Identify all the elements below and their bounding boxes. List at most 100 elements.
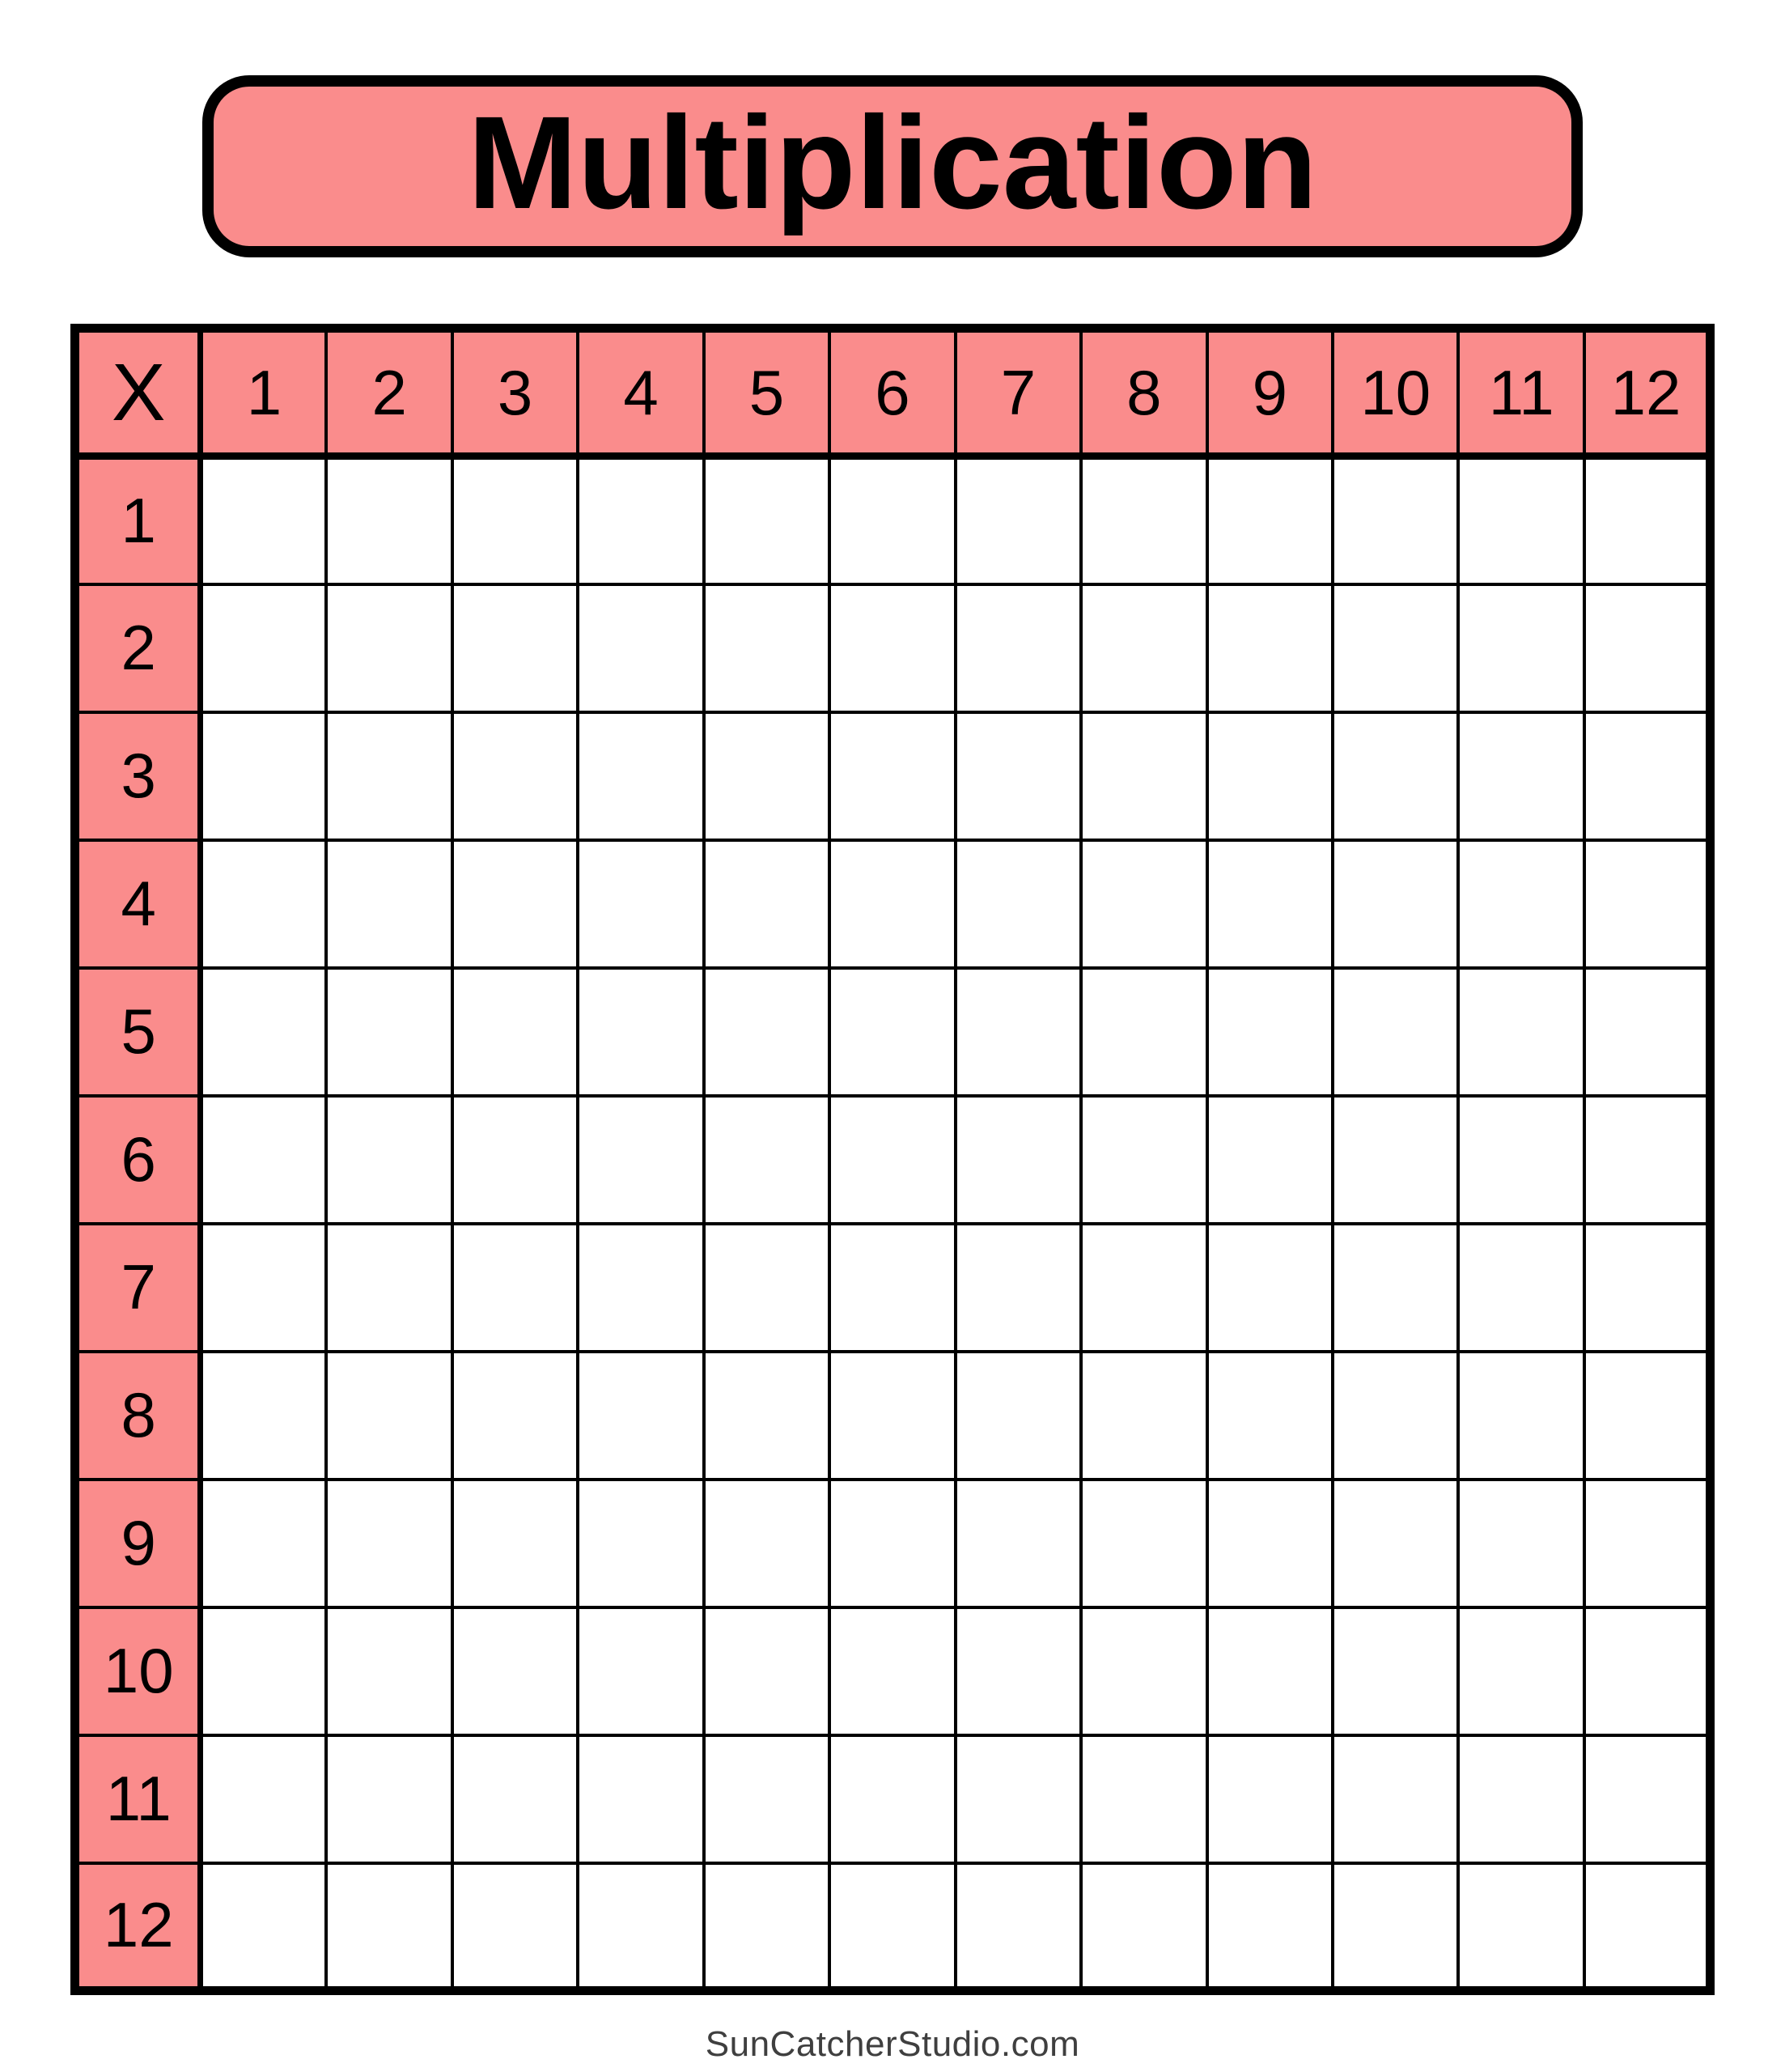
grid-cell-r12-c3 [450,1861,580,1993]
grid-cell-r6-c11 [1456,1093,1586,1225]
grid-cell-r12-c7 [953,1861,1083,1993]
table-row-1: 1 [73,454,1712,586]
grid-cell-r3-c4 [576,710,706,842]
row-header-10: 10 [73,1605,204,1737]
grid-cell-r1-c9 [1205,454,1335,586]
grid-cell-r4-c3 [450,838,580,970]
grid-cell-r9-c1 [198,1477,329,1609]
grid-cell-r8-c3 [450,1349,580,1481]
grid-cell-r4-c6 [828,838,957,970]
grid-cell-r6-c3 [450,1093,580,1225]
multiplication-grid: X 1 2 3 4 5 6 7 8 9 10 11 12 1 2 3 4 5 6 7 8 9 10 11 12 [70,324,1715,1995]
grid-cell-r7-c6 [828,1221,957,1353]
grid-cell-r10-c2 [324,1605,454,1737]
grid-cell-r11-c8 [1079,1733,1209,1865]
column-header-8: 8 [1079,326,1209,460]
grid-cell-r12-c10 [1331,1861,1461,1993]
grid-cell-r11-c10 [1331,1733,1461,1865]
grid-cell-r7-c10 [1331,1221,1461,1353]
grid-cell-r11-c12 [1582,1733,1712,1865]
grid-cell-r1-c1 [198,454,329,586]
row-header-7: 7 [73,1221,204,1353]
table-row-4: 4 [73,838,1712,970]
table-row-8: 8 [73,1349,1712,1481]
column-header-9: 9 [1205,326,1335,460]
grid-cell-r10-c1 [198,1605,329,1737]
grid-cell-r6-c10 [1331,1093,1461,1225]
grid-cell-r9-c10 [1331,1477,1461,1609]
grid-cell-r8-c6 [828,1349,957,1481]
grid-cell-r6-c9 [1205,1093,1335,1225]
grid-cell-r3-c6 [828,710,957,842]
row-header-1: 1 [73,454,204,586]
grid-cell-r7-c3 [450,1221,580,1353]
grid-cell-r5-c2 [324,966,454,1098]
grid-cell-r4-c9 [1205,838,1335,970]
grid-cell-r11-c7 [953,1733,1083,1865]
grid-cell-r3-c10 [1331,710,1461,842]
grid-cell-r2-c4 [576,582,706,714]
grid-cell-r8-c7 [953,1349,1083,1481]
grid-cell-r11-c3 [450,1733,580,1865]
grid-cell-r1-c3 [450,454,580,586]
grid-cell-r2-c6 [828,582,957,714]
column-header-4: 4 [576,326,706,460]
grid-cell-r9-c5 [702,1477,832,1609]
row-header-11: 11 [73,1733,204,1865]
grid-cell-r8-c8 [1079,1349,1209,1481]
grid-cell-r5-c8 [1079,966,1209,1098]
grid-cell-r3-c9 [1205,710,1335,842]
grid-cell-r5-c5 [702,966,832,1098]
grid-cell-r5-c1 [198,966,329,1098]
grid-cell-r3-c5 [702,710,832,842]
grid-cell-r5-c10 [1331,966,1461,1098]
grid-cell-r10-c5 [702,1605,832,1737]
column-header-1: 1 [198,326,329,460]
column-header-10: 10 [1331,326,1461,460]
grid-cell-r8-c5 [702,1349,832,1481]
grid-cell-r2-c2 [324,582,454,714]
grid-cell-r1-c7 [953,454,1083,586]
grid-cell-r10-c8 [1079,1605,1209,1737]
grid-cell-r7-c8 [1079,1221,1209,1353]
grid-cell-r9-c11 [1456,1477,1586,1609]
grid-cell-r12-c2 [324,1861,454,1993]
page-title: Multiplication [467,88,1318,236]
grid-cell-r3-c7 [953,710,1083,842]
grid-cell-r6-c1 [198,1093,329,1225]
grid-cell-r2-c1 [198,582,329,714]
grid-cell-r4-c12 [1582,838,1712,970]
grid-cell-r3-c3 [450,710,580,842]
grid-cell-r1-c12 [1582,454,1712,586]
grid-cell-r9-c2 [324,1477,454,1609]
row-header-2: 2 [73,582,204,714]
grid-cell-r3-c1 [198,710,329,842]
grid-cell-r7-c2 [324,1221,454,1353]
grid-cell-r10-c4 [576,1605,706,1737]
grid-cell-r6-c6 [828,1093,957,1225]
grid-cell-r8-c2 [324,1349,454,1481]
grid-cell-r7-c12 [1582,1221,1712,1353]
grid-cell-r7-c5 [702,1221,832,1353]
grid-cell-r2-c10 [1331,582,1461,714]
grid-cell-r9-c3 [450,1477,580,1609]
grid-cell-r12-c12 [1582,1861,1712,1993]
grid-cell-r11-c2 [324,1733,454,1865]
grid-cell-r10-c3 [450,1605,580,1737]
row-header-12: 12 [73,1861,204,1993]
grid-cell-r2-c3 [450,582,580,714]
grid-cell-r5-c4 [576,966,706,1098]
grid-cell-r7-c11 [1456,1221,1586,1353]
grid-cell-r4-c7 [953,838,1083,970]
row-header-6: 6 [73,1093,204,1225]
column-header-5: 5 [702,326,832,460]
grid-cell-r4-c8 [1079,838,1209,970]
grid-cell-r1-c10 [1331,454,1461,586]
table-row-12: 12 [73,1861,1712,1993]
grid-cell-r11-c4 [576,1733,706,1865]
table-row-2: 2 [73,582,1712,714]
footer-credit: SunCatcherStudio.com [705,2024,1080,2064]
grid-cell-r10-c10 [1331,1605,1461,1737]
grid-cell-r2-c12 [1582,582,1712,714]
grid-cell-r1-c2 [324,454,454,586]
